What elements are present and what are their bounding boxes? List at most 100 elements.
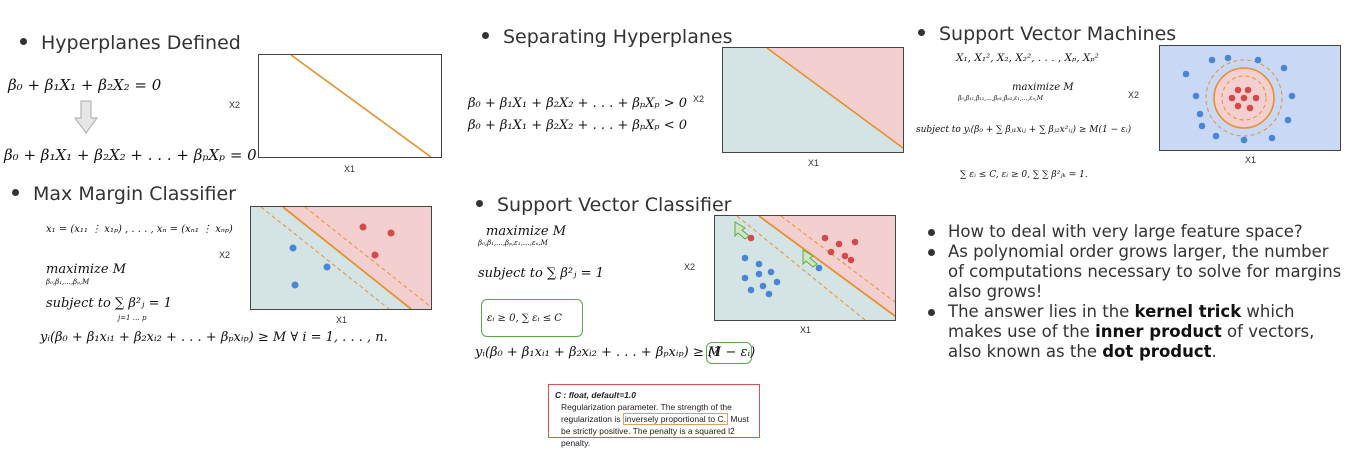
svc-subject-to: subject to ∑ β²ⱼ = 1 (478, 266, 604, 281)
blue-point (291, 281, 299, 289)
blue-point (1288, 92, 1296, 100)
doc-highlight: inversely proportional to C. (622, 413, 729, 425)
svm-maximize: maximize M (1012, 82, 1074, 93)
blue-point (815, 264, 823, 272)
blue-region (723, 48, 903, 152)
heading-text: Max Margin Classifier (33, 183, 236, 205)
bullet-dot (482, 32, 489, 39)
red-point (1240, 94, 1248, 102)
blue-point (289, 244, 297, 252)
separating-line (766, 47, 904, 149)
blue-point (1196, 110, 1204, 118)
green-arrow-icon (734, 221, 750, 240)
doc-body: Regularization parameter. The strength o… (555, 401, 753, 449)
slack-term-box (706, 342, 752, 364)
red-point (1228, 94, 1236, 102)
heading-text: Support Vector Machines (939, 23, 1177, 45)
svc-svg (715, 215, 896, 321)
plot2-xlabel: X1 (336, 315, 348, 325)
svc-plot (714, 215, 896, 321)
red-point (387, 229, 395, 237)
red-point (747, 234, 755, 242)
blue-point (1208, 56, 1216, 64)
svm-subject-to: subject to yᵢ(β₀ + ∑ βⱼ₁xᵢⱼ + ∑ βⱼ₂x²ᵢⱼ)… (916, 125, 1132, 135)
svm-maximize-sub: β₀,β₁₁,β₁₂,...,βₚ₁,βₚ₂,ε₁,...,εₙ,M (958, 95, 1044, 102)
svm-plot (1159, 45, 1341, 151)
plot3-ylabel: X2 (693, 94, 705, 104)
note-kernel-trick: The answer lies in the kernel trick whic… (926, 302, 1346, 362)
plot2-ylabel: X2 (219, 250, 231, 260)
hyperplane-2d-equation: β₀ + β₁X₁ + β₂X₂ = 0 (8, 76, 162, 94)
red-point (841, 252, 849, 260)
mmc-constraint: yᵢ(β₀ + β₁xᵢ₁ + β₂xᵢ₂ + . . . + βₚxᵢₚ) ≥… (40, 330, 388, 345)
outer-margin (1205, 59, 1283, 137)
note-polynomial-order: As polynomial order grows larger, the nu… (926, 242, 1346, 302)
slack-constraint-box (481, 299, 583, 337)
blue-point (773, 278, 781, 286)
red-point (835, 240, 843, 248)
blue-point (1280, 64, 1288, 72)
svc-constraint: yᵢ(β₀ + β₁xᵢ₁ + β₂xᵢ₂ + . . . + βₚxᵢₚ) ≥… (475, 345, 722, 360)
heading-text: Support Vector Classifier (497, 194, 732, 216)
hyperplane-pd-equation: β₀ + β₁X₁ + β₂X₂ + . . . + βₚXₚ = 0 (4, 146, 257, 164)
plot1-xlabel: X1 (344, 164, 356, 174)
note-kernel-mid: which makes use of the (948, 302, 1295, 341)
down-arrow-icon (74, 100, 98, 139)
red-point (359, 223, 367, 231)
blue-point (1268, 134, 1276, 142)
heading-hyperplanes-defined: Hyperplanes Defined (20, 32, 241, 54)
mmc-maximize-sub: β₀,β₁,...,βₚ,M (46, 278, 90, 286)
plot4-ylabel: X2 (684, 262, 696, 272)
observation-vectors: x₁ = (x₁₁ ⋮ x₁ₚ) , . . . , xₙ = (xₙ₁ ⋮ x… (46, 224, 233, 235)
svc-constraint-tail: (1 − εᵢ) (708, 345, 756, 360)
svc-maximize-sub: β₀,β₁,...,βₚ,ε₁,...,εₙ,M (478, 239, 548, 247)
max-margin-plot (250, 206, 432, 310)
blue-point (1198, 122, 1206, 130)
note-dot-product-bold: dot product (1102, 342, 1212, 361)
heading-text: Separating Hyperplanes (503, 26, 733, 48)
plot5-ylabel: X2 (1128, 90, 1140, 100)
heading-max-margin: Max Margin Classifier (12, 183, 236, 205)
note-large-feature-space: How to deal with very large feature spac… (926, 222, 1346, 242)
doc-text-2: Must be strictly positive. The penalty i… (561, 414, 749, 448)
red-point (827, 248, 835, 256)
blue-point (755, 270, 763, 278)
blue-point (1212, 132, 1220, 140)
doc-text-1: Regularization parameter. The strength o… (561, 402, 732, 424)
bullet-dot (476, 200, 483, 207)
mmc-subject-to: subject to ∑ β²ⱼ = 1 (46, 296, 172, 311)
red-point (1246, 104, 1254, 112)
heading-support-vector-machines: Support Vector Machines (918, 23, 1176, 45)
hyperplane-line-svg (290, 54, 432, 158)
red-point (821, 234, 829, 242)
hyperplane-plot (258, 54, 442, 158)
bullet-dot (20, 38, 27, 45)
inner-margin (1221, 75, 1267, 121)
note-inner-product-bold: inner product (1095, 322, 1222, 341)
blue-point (1284, 116, 1292, 124)
max-margin-svg (251, 206, 432, 310)
bullet-dot (12, 189, 19, 196)
svm-features: X₁, X₁², X₂, X₂², . . . , Xₚ, Xₚ² (956, 52, 1099, 64)
blue-point (1182, 70, 1190, 78)
margin-upper (780, 215, 896, 303)
blue-point (747, 286, 755, 294)
margin-upper (304, 206, 432, 308)
svc-hyperplane (758, 215, 896, 317)
bullet-dot (918, 29, 925, 36)
blue-point (1224, 54, 1232, 62)
red-point (1234, 86, 1242, 94)
blue-point (767, 268, 775, 276)
note-kernel-end: . (1211, 342, 1217, 361)
max-margin-hyperplane (282, 206, 412, 310)
red-point (851, 238, 859, 246)
blue-point (765, 290, 773, 298)
blue-point (741, 274, 749, 282)
red-point (371, 251, 379, 259)
heading-text: Hyperplanes Defined (41, 32, 241, 54)
positive-side-equation: β₀ + β₁X₁ + β₂X₂ + . . . + βₚXₚ > 0 (468, 96, 688, 111)
svc-slack-constraint: εᵢ ≥ 0, ∑ εᵢ ≤ C (487, 313, 562, 324)
svm-svg (1182, 54, 1296, 144)
mmc-subject-sub: j=1 … p (118, 314, 147, 322)
blue-region (251, 207, 411, 309)
